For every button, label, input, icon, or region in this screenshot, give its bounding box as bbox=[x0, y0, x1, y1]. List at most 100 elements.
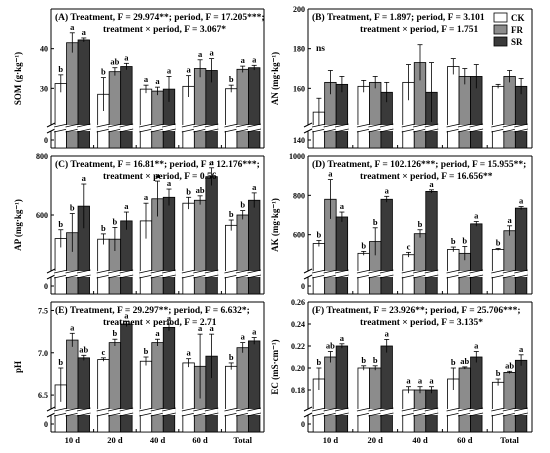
significance-letter: a bbox=[241, 55, 246, 65]
bar-break bbox=[470, 409, 483, 415]
bar-break-line bbox=[150, 412, 165, 417]
bar-ck bbox=[182, 202, 195, 295]
bar-break bbox=[491, 125, 505, 131]
axis-break-mark bbox=[46, 274, 56, 280]
bar-break-line bbox=[96, 123, 111, 128]
bar-break-line bbox=[76, 269, 91, 274]
bar-ck bbox=[139, 360, 153, 433]
bar-break-line bbox=[247, 274, 262, 279]
bar-sr bbox=[470, 223, 483, 295]
bar-break bbox=[205, 125, 218, 131]
bar-break bbox=[357, 271, 370, 277]
y-axis-label: AN (mg·kg⁻¹) bbox=[270, 52, 280, 105]
significance-letter: a bbox=[429, 179, 434, 189]
significance-letter: a bbox=[82, 173, 87, 183]
bar-break-line bbox=[235, 412, 250, 417]
bar-break-line bbox=[335, 269, 349, 274]
bar-break-line bbox=[514, 274, 528, 279]
panel-b: 160 180 200 140 AN (mg·kg⁻¹) (B) Treatment, F… bbox=[270, 5, 533, 149]
bar-sr bbox=[77, 357, 90, 433]
panel-annotation-line1: (C) Treatment, F = 16.81**; period, F = … bbox=[55, 159, 260, 170]
bar-break-line bbox=[224, 274, 239, 279]
bar-break-line bbox=[356, 412, 371, 417]
significance-letter: b bbox=[496, 237, 501, 247]
significance-letter: a bbox=[82, 27, 87, 37]
bar-break-line bbox=[181, 274, 196, 279]
bar-break-line bbox=[514, 412, 528, 417]
bar-break bbox=[77, 409, 91, 415]
bar-break-line bbox=[53, 123, 68, 128]
bar-break bbox=[514, 125, 528, 131]
bar-break-line bbox=[150, 123, 165, 128]
bar-break-line bbox=[424, 269, 439, 274]
bar-break-line bbox=[401, 269, 416, 274]
panel-annotation-line2: treatment × period, F = 16.656** bbox=[360, 172, 493, 182]
bar-sr bbox=[335, 216, 349, 295]
bar-break bbox=[312, 125, 326, 131]
bar-break-line bbox=[139, 407, 153, 412]
bar-break bbox=[139, 125, 153, 131]
bar-break bbox=[66, 125, 79, 131]
x-category-label: 40 d bbox=[412, 435, 428, 445]
y-axis-label: SOM (g·kg⁻¹) bbox=[13, 52, 23, 105]
bar-break bbox=[514, 271, 528, 277]
bar-break-line bbox=[401, 274, 416, 279]
bar-break bbox=[151, 271, 164, 277]
axis-break-mark bbox=[303, 268, 313, 274]
bar-break bbox=[447, 125, 460, 131]
bar-break-line bbox=[247, 123, 262, 128]
x-category-label: Total bbox=[500, 435, 519, 445]
y-tick-label: 0.18 bbox=[291, 386, 305, 395]
bar-break-line bbox=[323, 123, 338, 128]
significance-letter: ab bbox=[505, 360, 514, 370]
significance-letter: a bbox=[418, 376, 423, 386]
bar-break bbox=[139, 271, 153, 277]
bar-break-line bbox=[235, 123, 250, 128]
bar-break bbox=[108, 409, 122, 415]
bar-break-line bbox=[204, 269, 219, 274]
bar-break bbox=[413, 409, 427, 415]
axis-break-mark bbox=[303, 128, 313, 134]
significance-letter: a bbox=[209, 157, 214, 167]
bar-break bbox=[193, 271, 207, 277]
significance-letter: b bbox=[113, 216, 118, 226]
bar-break-line bbox=[401, 128, 416, 133]
axis-break-mark bbox=[303, 274, 313, 280]
bar-break bbox=[335, 409, 349, 415]
significance-letter: b bbox=[373, 355, 378, 365]
bar-break-line bbox=[424, 407, 439, 412]
bar-break-line bbox=[514, 123, 528, 128]
bar-break-line bbox=[401, 412, 416, 417]
bar-break-line bbox=[312, 128, 326, 133]
bar-ck bbox=[447, 66, 460, 149]
bar-break-line bbox=[356, 269, 371, 274]
bar-break bbox=[491, 271, 505, 277]
axis-break-mark bbox=[46, 122, 56, 128]
bar-break bbox=[470, 271, 483, 277]
bar-sr bbox=[425, 190, 438, 295]
significance-letter: b bbox=[101, 223, 106, 233]
significance-letter: b bbox=[70, 203, 75, 213]
bar-break bbox=[66, 409, 79, 415]
bar-break-line bbox=[469, 274, 484, 279]
bar-break-line bbox=[65, 274, 80, 279]
bar-break-line bbox=[96, 407, 111, 412]
bar-break-line bbox=[446, 128, 461, 133]
bar-fr bbox=[413, 233, 427, 295]
significance-letter: a bbox=[385, 328, 390, 338]
bar-break-line bbox=[235, 274, 250, 279]
bar-break-line bbox=[413, 123, 427, 128]
bar-break bbox=[324, 271, 337, 277]
bar-break-line bbox=[312, 412, 326, 417]
bar-break bbox=[120, 271, 133, 277]
bar-break-line bbox=[469, 128, 484, 133]
y-break-tick-label: 140 bbox=[293, 136, 305, 145]
panel-annotation-line2: treatment × period, F = 3.067* bbox=[103, 25, 226, 35]
x-category-label: Total bbox=[233, 435, 252, 445]
bar-break-line bbox=[247, 269, 262, 274]
bar-break bbox=[491, 409, 505, 415]
bar-break-line bbox=[379, 407, 394, 412]
bar-ck bbox=[225, 88, 238, 149]
bar-sr bbox=[470, 356, 483, 433]
bar-break-line bbox=[368, 274, 383, 279]
